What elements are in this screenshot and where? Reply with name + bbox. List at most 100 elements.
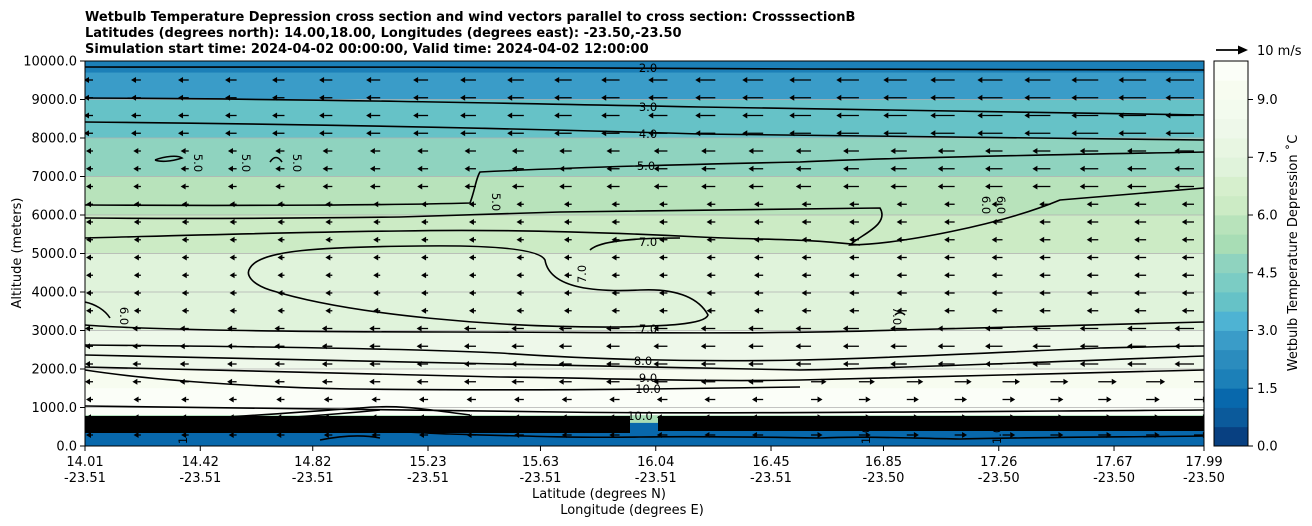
wind-vector [754, 254, 764, 261]
wind-vector [1174, 325, 1194, 332]
wind-vector [977, 77, 1003, 83]
wind-vector [468, 219, 476, 225]
contour-label: 1.0 [990, 426, 1004, 444]
wind-vector [272, 112, 285, 119]
wind-vector [801, 201, 812, 208]
wind-vector [849, 254, 859, 261]
wind-vector [460, 130, 476, 137]
wind-vector [229, 290, 237, 296]
wind-vector [416, 361, 429, 367]
wind-vector [611, 307, 620, 314]
wind-vector [86, 165, 93, 172]
wind-vector [132, 325, 141, 332]
colorbar-tick-label: 9.0 [1257, 93, 1278, 108]
contour-label: 8.0 [634, 354, 652, 368]
contour-line-9 [85, 366, 1204, 382]
wind-vector [86, 307, 93, 314]
wind-vector [1086, 307, 1099, 314]
wind-vector [514, 396, 524, 403]
wind-vector [1174, 343, 1194, 350]
wind-vector [748, 361, 764, 367]
wind-vector [1118, 130, 1147, 137]
wind-vector [801, 254, 812, 261]
wind-vector [985, 183, 1003, 190]
x-tick-label-lon: -23.51 [292, 471, 334, 486]
wind-vector [516, 307, 524, 314]
wind-vector [609, 432, 620, 438]
contour-line-low-c [319, 435, 381, 441]
wind-vector [1024, 94, 1051, 101]
wind-vector [653, 361, 668, 367]
wind-vector [85, 361, 93, 367]
wind-vector [811, 432, 823, 438]
wind-vector [229, 201, 237, 208]
wind-vector [748, 343, 764, 350]
contour-label: 7.0 [639, 322, 657, 336]
wind-vector [1032, 183, 1051, 190]
wind-vector [464, 148, 476, 154]
wind-vector [601, 94, 620, 101]
contour-label: 1.0 [176, 426, 190, 444]
fill-band-10 [85, 407, 1204, 416]
wind-vector [463, 325, 476, 332]
wind-vector [937, 361, 955, 367]
contour-line-2 [85, 65, 1204, 71]
wind-vector [323, 396, 333, 403]
wind-vector [1174, 183, 1194, 190]
wind-vector [954, 378, 972, 385]
wind-vector [1134, 272, 1147, 279]
wind-vector [1032, 165, 1051, 172]
wind-vector [554, 77, 572, 83]
wind-vector [413, 94, 429, 101]
wind-vector [563, 272, 572, 279]
wind-vector [227, 165, 237, 172]
wind-vector [1181, 201, 1194, 208]
wind-vector [558, 343, 572, 350]
x-tick-label-lat: 16.85 [865, 455, 902, 470]
wind-vector [468, 254, 476, 261]
wind-vector [944, 219, 955, 225]
wind-vector [371, 396, 381, 403]
wind-vector [842, 343, 859, 350]
wind-vector [554, 130, 572, 137]
wind-vector [811, 396, 823, 403]
wind-vector [421, 219, 429, 225]
wind-vector [373, 307, 381, 314]
wind-vector [179, 343, 189, 350]
wind-vector [1079, 165, 1099, 172]
wind-vector [937, 183, 955, 190]
wind-vector [789, 77, 812, 83]
chart-title-line-3: Simulation start time: 2024-04-02 00:00:… [85, 42, 649, 57]
wind-vector [277, 272, 285, 279]
wind-vector [742, 77, 764, 83]
wind-vector [954, 414, 968, 421]
wind-vector [1134, 201, 1147, 208]
wind-vector [944, 272, 955, 279]
wind-vector [653, 165, 668, 172]
wind-vector [656, 432, 668, 438]
wind-vector [704, 396, 716, 403]
wind-vector [1050, 378, 1069, 385]
wind-vector [906, 414, 919, 421]
wind-vector [906, 432, 919, 438]
wind-vector [416, 378, 429, 385]
wind-vector [511, 148, 524, 154]
wind-vector [606, 148, 620, 154]
wind-vector [977, 130, 1003, 137]
x-tick-label-lon: -23.51 [635, 471, 677, 486]
wind-vector [366, 130, 381, 137]
wind-vector [516, 254, 524, 261]
wind-vector [695, 112, 716, 119]
wind-vector [514, 414, 524, 421]
wind-vector [272, 94, 285, 101]
wind-vector [896, 272, 907, 279]
colorbar-swatch [1214, 426, 1248, 447]
wind-vector [463, 361, 476, 367]
wind-vector [421, 254, 429, 261]
wind-vector [1098, 414, 1112, 421]
wind-vector [325, 254, 333, 261]
wind-vector [1050, 414, 1064, 421]
wind-vector [742, 130, 764, 137]
wind-vector [131, 94, 141, 101]
wind-vector [754, 290, 764, 296]
